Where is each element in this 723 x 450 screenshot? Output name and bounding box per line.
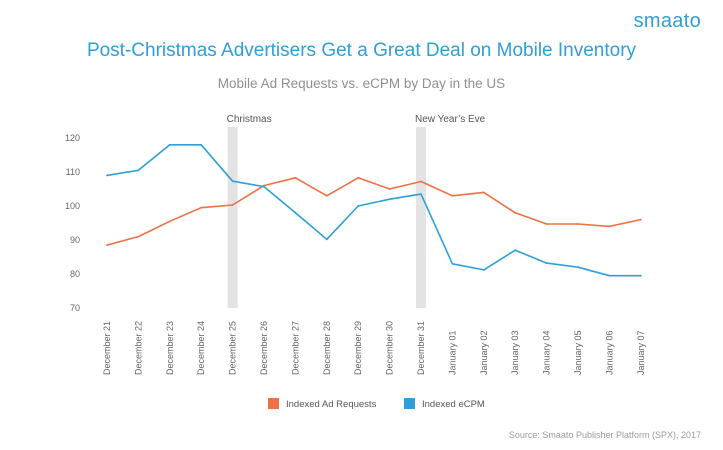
data-point	[639, 274, 642, 277]
y-tick-label: 80	[70, 269, 80, 279]
data-point	[263, 185, 265, 188]
y-tick-label: 120	[65, 133, 80, 143]
data-point	[106, 174, 108, 177]
annotation-label: New Year’s Eve	[415, 114, 486, 125]
source-note: Source: Smaato Publisher Platform (SPX),…	[508, 430, 701, 440]
data-point	[388, 198, 391, 201]
data-point	[294, 211, 297, 214]
y-tick-label: 110	[66, 167, 80, 177]
chart-title: Post-Christmas Advertisers Get a Great D…	[86, 40, 637, 61]
y-tick-label: 70	[70, 303, 80, 313]
data-point	[514, 249, 517, 252]
data-point	[482, 191, 485, 194]
annotation-band	[416, 127, 426, 308]
series-line-ad-requests	[106, 177, 641, 246]
series-line-ecpm	[106, 144, 641, 277]
x-tick-label: December 26	[259, 321, 269, 375]
data-point	[420, 193, 422, 196]
x-tick-label: December 28	[322, 321, 332, 375]
data-point	[168, 143, 171, 146]
data-point	[231, 180, 234, 183]
data-point	[577, 266, 579, 269]
data-point	[608, 225, 611, 228]
legend-swatch	[404, 398, 415, 409]
data-point	[325, 238, 328, 241]
x-tick-label: December 23	[165, 321, 175, 375]
x-tick-label: January 01	[447, 330, 457, 375]
data-point	[608, 274, 611, 277]
data-point	[168, 220, 171, 223]
x-tick-label: January 02	[479, 330, 489, 375]
x-tick-label: December 30	[385, 321, 395, 375]
legend-label: Indexed Ad Requests	[286, 399, 377, 410]
data-point	[325, 194, 328, 197]
x-tick-label: December 31	[416, 321, 426, 375]
x-tick-label: December 27	[290, 321, 300, 375]
data-point	[200, 143, 203, 146]
legend-label: Indexed eCPM	[422, 399, 485, 410]
data-point	[451, 262, 454, 265]
x-tick-label: January 03	[510, 330, 520, 375]
x-tick-label: December 24	[196, 321, 206, 375]
data-point	[231, 204, 234, 206]
x-tick-label: January 07	[636, 330, 646, 375]
x-tick-label: December 29	[353, 321, 363, 375]
smaato-logo: smaato	[633, 10, 701, 32]
data-point	[545, 262, 548, 265]
data-point	[294, 176, 297, 179]
annotation-band	[227, 127, 238, 308]
x-tick-label: December 21	[102, 321, 112, 375]
data-point	[420, 180, 422, 183]
data-point	[482, 269, 485, 271]
data-point	[137, 235, 140, 238]
data-point	[106, 244, 108, 247]
data-point	[357, 205, 360, 207]
data-point	[451, 194, 454, 197]
data-point	[137, 169, 140, 172]
data-point	[639, 218, 642, 221]
data-point	[357, 176, 360, 179]
data-point	[514, 211, 517, 214]
x-tick-label: December 25	[228, 321, 238, 375]
x-tick-label: January 04	[542, 330, 552, 375]
data-point	[388, 188, 391, 190]
y-tick-label: 90	[70, 235, 80, 245]
legend-swatch	[268, 398, 279, 409]
x-tick-label: January 05	[573, 330, 583, 375]
data-point	[545, 223, 548, 225]
chart-subtitle: Mobile Ad Requests vs. eCPM by Day in th…	[217, 76, 506, 91]
x-tick-label: December 22	[133, 321, 143, 375]
data-point	[200, 206, 203, 209]
y-tick-label: 100	[65, 201, 80, 211]
x-tick-label: January 06	[604, 330, 614, 375]
data-point	[577, 223, 579, 225]
annotation-label: Christmas	[227, 114, 272, 125]
